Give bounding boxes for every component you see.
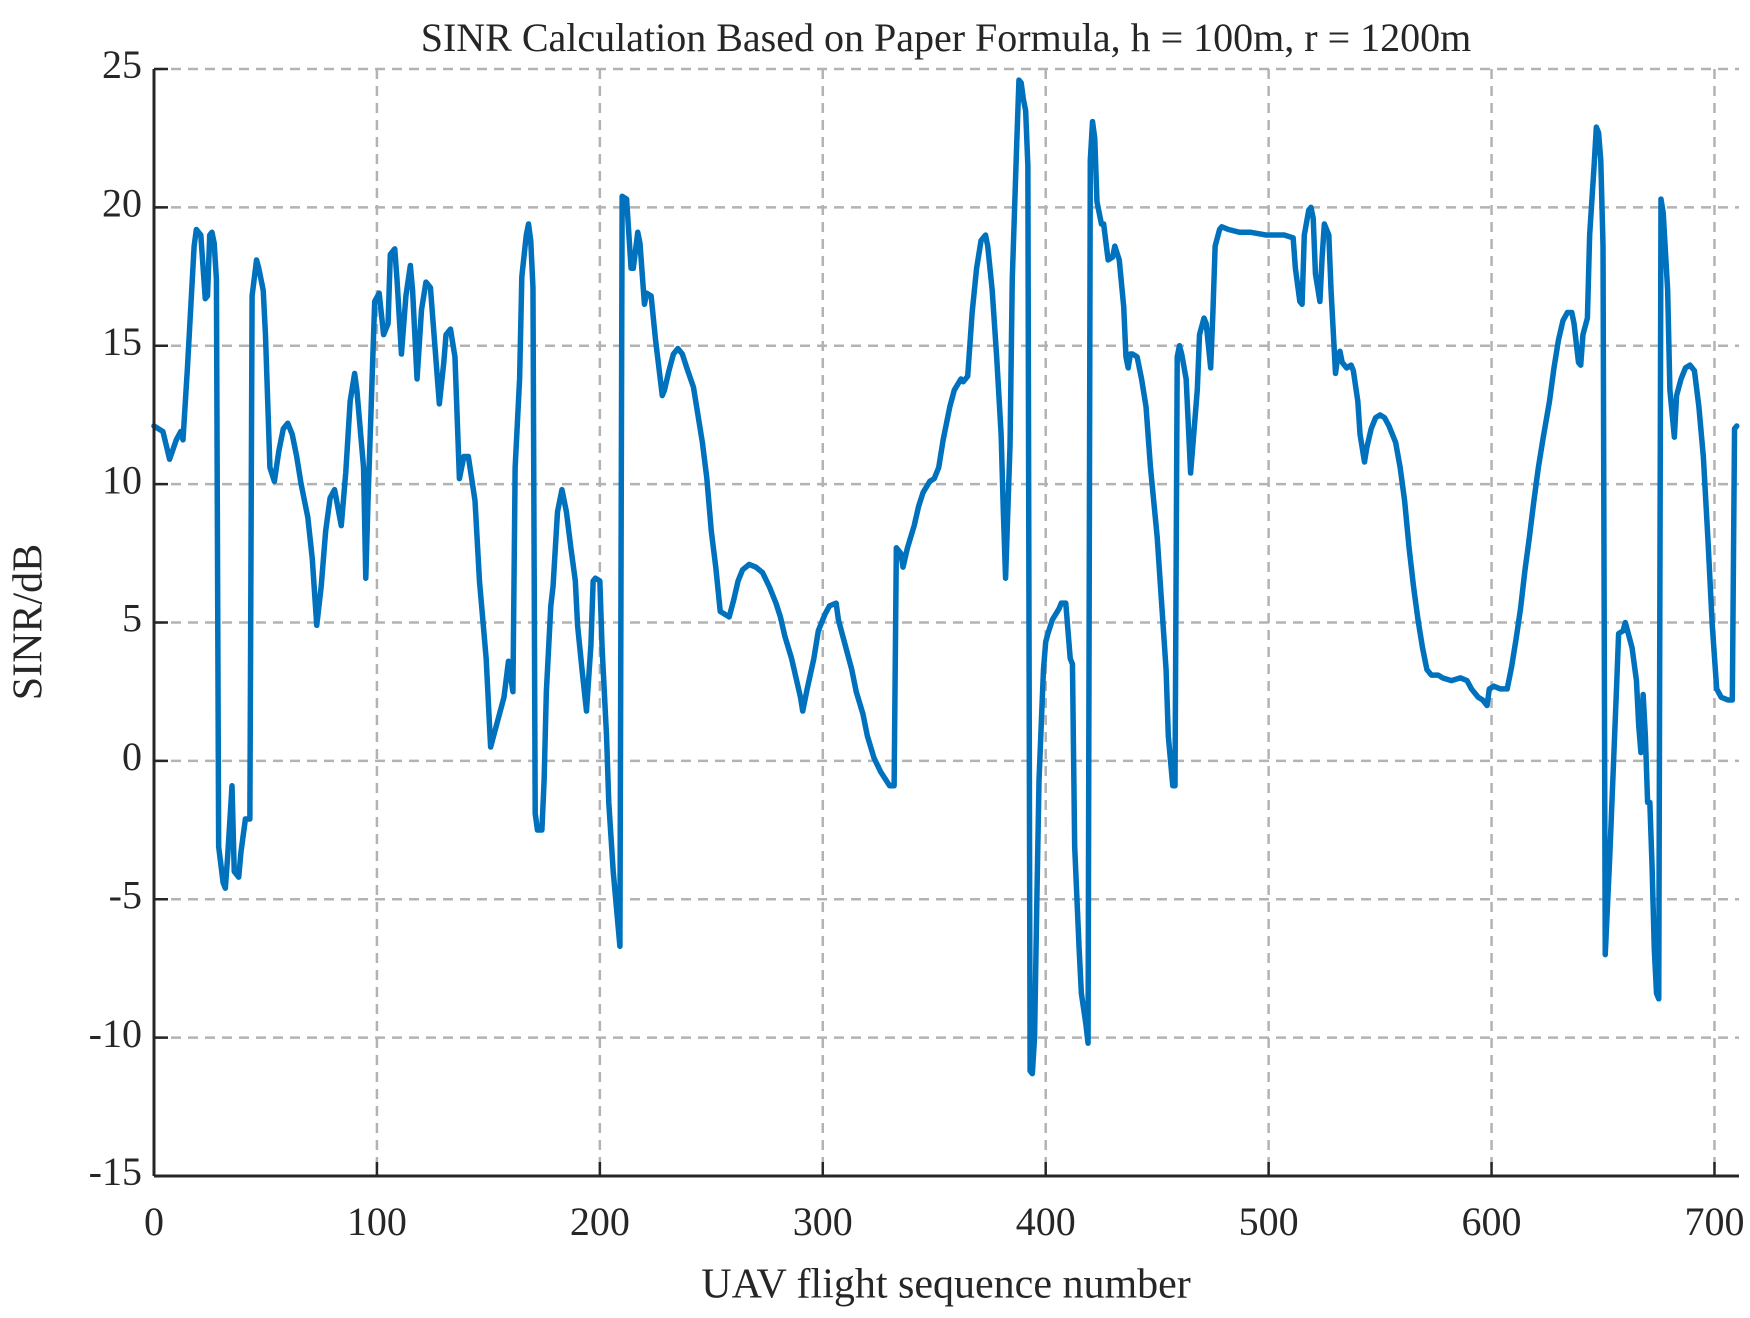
y-tick-label: 5 [122, 596, 142, 641]
x-tick-label: 600 [1462, 1199, 1522, 1244]
grid [152, 67, 1739, 1178]
x-tick-label: 200 [570, 1199, 630, 1244]
x-tick-label: 0 [144, 1199, 164, 1244]
y-tick-label: 10 [102, 457, 142, 502]
axes: -15 -10 -5 0 5 10 15 20 25 0 100 200 300 400 500 600 700 [89, 42, 1745, 1244]
plot-area [151, 77, 1740, 1077]
chart-title: SINR Calculation Based on Paper Formula,… [421, 15, 1472, 60]
y-tick-label: 15 [102, 319, 142, 364]
x-tick-label: 400 [1016, 1199, 1076, 1244]
y-tick-label: 20 [102, 181, 142, 226]
y-tick-label: 25 [102, 42, 142, 87]
y-tick-label: -15 [89, 1149, 142, 1194]
y-tick-label: 0 [122, 734, 142, 779]
y-axis-label: SINR/dB [6, 544, 52, 700]
x-tick-label: 100 [347, 1199, 407, 1244]
y-tick-label: -5 [109, 872, 142, 917]
x-tick-label: 700 [1684, 1199, 1744, 1244]
x-tick-label: 300 [793, 1199, 853, 1244]
data-line [151, 77, 1740, 1077]
x-axis-label: UAV flight sequence number [701, 1262, 1191, 1308]
y-tick-label: -10 [89, 1011, 142, 1056]
x-tick-label: 500 [1239, 1199, 1299, 1244]
